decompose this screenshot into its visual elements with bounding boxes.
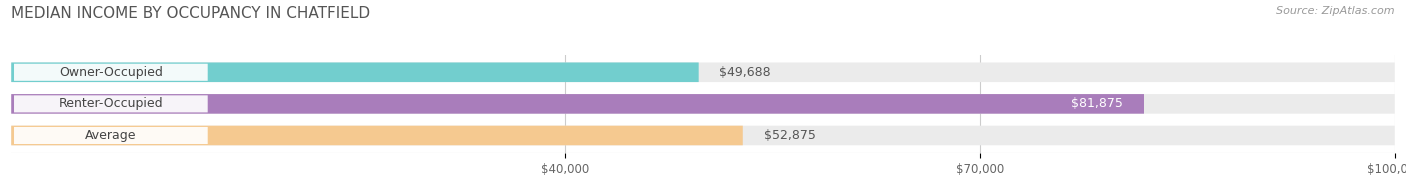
FancyBboxPatch shape xyxy=(11,63,699,82)
FancyBboxPatch shape xyxy=(11,63,1395,82)
Text: Renter-Occupied: Renter-Occupied xyxy=(59,97,163,110)
Text: $52,875: $52,875 xyxy=(763,129,815,142)
FancyBboxPatch shape xyxy=(11,126,742,145)
FancyBboxPatch shape xyxy=(11,126,1395,145)
Text: $49,688: $49,688 xyxy=(720,66,770,79)
FancyBboxPatch shape xyxy=(11,94,1144,114)
FancyBboxPatch shape xyxy=(11,94,1395,114)
Text: MEDIAN INCOME BY OCCUPANCY IN CHATFIELD: MEDIAN INCOME BY OCCUPANCY IN CHATFIELD xyxy=(11,6,370,21)
Text: $81,875: $81,875 xyxy=(1071,97,1123,110)
FancyBboxPatch shape xyxy=(14,95,208,113)
Text: Average: Average xyxy=(86,129,136,142)
FancyBboxPatch shape xyxy=(14,64,208,81)
Text: Owner-Occupied: Owner-Occupied xyxy=(59,66,163,79)
FancyBboxPatch shape xyxy=(14,127,208,144)
Text: Source: ZipAtlas.com: Source: ZipAtlas.com xyxy=(1277,6,1395,16)
